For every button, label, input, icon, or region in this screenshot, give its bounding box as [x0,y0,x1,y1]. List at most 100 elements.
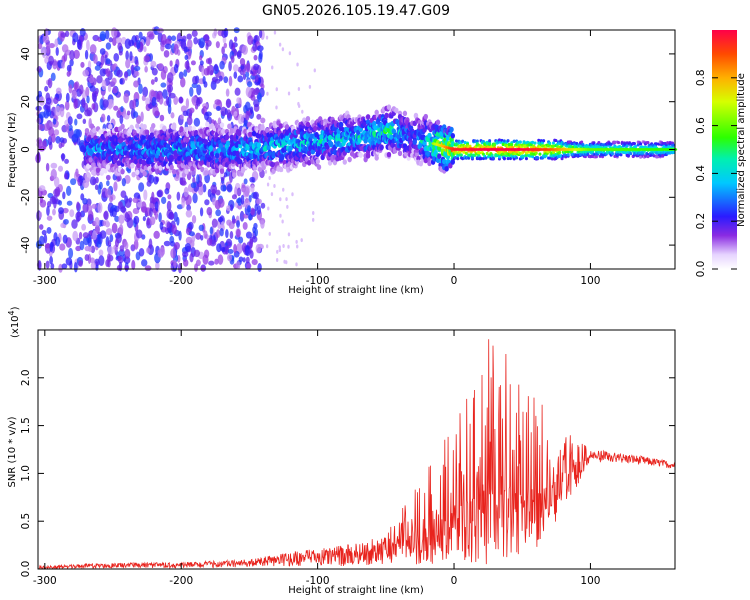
heatmap-cell-1328 [264,169,268,174]
heatmap-cell-697 [75,168,79,178]
heatmap-cell-2927 [357,137,362,144]
heatmap-cell-3024 [374,155,379,161]
heatmap-cell-279 [138,182,145,192]
snr-ylabel: SNR (10 * v/v) [7,416,18,487]
heatmap-cell-1259 [37,260,42,271]
figure-title: GN05.2026.105.19.47.G09 [262,3,450,19]
heatmap-cell-2962 [363,156,368,163]
heatmap-cell-863 [41,229,47,236]
heatmap-cell-627 [109,234,114,243]
heatmap-cell-1011 [58,207,64,215]
heatmap-cell-2325 [251,130,257,137]
heatmap-cell-1247 [195,232,202,240]
heatmap-cell-927 [54,186,61,198]
heatmap-cell-595 [253,88,260,96]
heatmap-cell-1136 [79,84,84,95]
heatmap-cell-864 [134,70,140,77]
heatmap-cell-791 [249,106,254,114]
heatmap-cell-1331 [282,187,285,192]
heatmap-cell-1249 [39,111,46,118]
heatmap-cell-1702 [142,170,147,177]
heatmap-cell-1271 [38,96,45,106]
spectrogram-ytick-label-2: 0 [20,146,32,153]
heatmap-cell-2837 [342,159,347,165]
heatmap-cell-312 [166,200,172,212]
heatmap-cell-1036 [82,202,89,213]
heatmap-cell-1194 [38,211,43,219]
heatmap-cell-871 [96,61,102,67]
heatmap-cell-4197 [632,142,636,146]
heatmap-cell-1026 [69,209,75,218]
heatmap-cell-2051 [203,170,209,176]
heatmap-cell-555 [69,59,74,67]
heatmap-cell-997 [260,117,266,124]
heatmap-cell-308 [66,64,72,72]
heatmap-cell-1349 [278,245,281,250]
heatmap-cell-994 [256,198,262,205]
heatmap-cell-458 [233,71,238,79]
heatmap-cell-1006 [72,230,79,242]
heatmap-cell-1228 [72,32,79,43]
heatmap-cell-199 [114,215,120,223]
snr-ytick-label-3: 1.5 [20,417,32,434]
heatmap-cell-717 [106,114,111,122]
heatmap-cell-886 [233,243,237,254]
snr-xtick-label-4: 100 [580,575,600,587]
spectrogram-xtick-label-1: -200 [169,275,193,287]
heatmap-cell-1343 [296,62,299,67]
heatmap-cell-951 [167,104,172,115]
heatmap-cell-976 [232,64,239,72]
heatmap-cell-670 [214,99,221,105]
heatmap-cell-412 [178,96,184,104]
heatmap-cell-1069 [99,98,104,110]
heatmap-cell-655 [238,236,244,244]
heatmap-cell-1225 [245,109,250,121]
heatmap-cell-1370 [84,127,90,134]
heatmap-cell-1066 [184,54,189,61]
heatmap-cell-350 [117,254,124,264]
heatmap-cell-741 [243,178,248,185]
heatmap-cell-603 [185,98,190,109]
heatmap-cell-424 [191,82,198,89]
heatmap-cell-1321 [297,101,300,106]
heatmap-cell-1078 [94,65,101,71]
heatmap-cell-718 [245,71,250,78]
heatmap-cell-980 [245,86,252,98]
heatmap-cell-1865 [171,168,177,175]
heatmap-cell-928 [73,262,78,273]
heatmap-cell-1125 [165,38,172,45]
heatmap-cell-1751 [151,123,156,129]
heatmap-cell-1346 [273,30,277,35]
heatmap-cell-1554 [116,160,122,166]
snr-background [38,330,675,569]
heatmap-cell-990 [224,108,228,115]
heatmap-cell-1248 [185,209,193,218]
heatmap-cell-1008 [54,105,62,117]
heatmap-cell-1126 [44,101,51,111]
heatmap-cell-668 [189,252,194,263]
heatmap-cell-2184 [227,123,232,130]
heatmap-cell-774 [185,199,190,206]
heatmap-cell-1314 [281,219,284,224]
heatmap-cell-3797 [534,151,538,155]
heatmap-cell-1711 [144,129,150,136]
heatmap-cell-1296 [166,221,172,229]
heatmap-cell-589 [64,100,70,111]
heatmap-cell-901 [121,177,127,187]
heatmap-cell-2038 [201,133,206,139]
heatmap-cell-1560 [117,144,123,150]
heatmap-cell-3827 [542,139,546,143]
heatmap-cell-1908 [179,126,184,132]
heatmap-cell-1070 [207,57,213,65]
heatmap-cell-716 [221,246,226,253]
heatmap-cell-987 [249,176,255,183]
heatmap-cell-874 [173,259,177,269]
heatmap-cell-1154 [95,176,99,184]
heatmap-cell-813 [241,45,248,55]
heatmap-cell-4141 [619,153,623,157]
heatmap-cell-1347 [266,91,269,96]
heatmap-cell-1866 [171,122,177,129]
heatmap-cell-1788 [158,165,163,171]
heatmap-cell-2533 [288,145,293,151]
